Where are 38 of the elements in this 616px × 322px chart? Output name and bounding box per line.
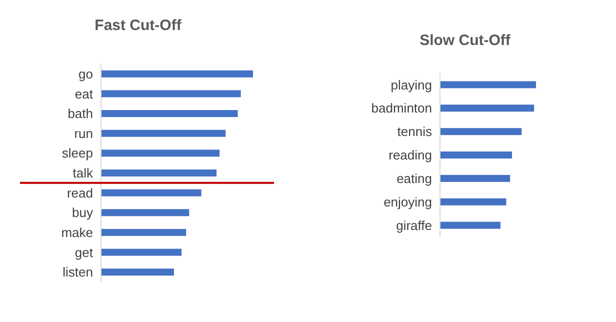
y-tick-label: sleep bbox=[62, 146, 93, 161]
y-tick-label: read bbox=[66, 185, 93, 200]
y-tick-label: eating bbox=[396, 170, 432, 186]
bar bbox=[101, 268, 174, 276]
bar bbox=[101, 228, 186, 236]
y-tick-label: go bbox=[78, 66, 93, 82]
bar bbox=[440, 222, 500, 229]
bar bbox=[101, 70, 253, 78]
y-tick-label: listen bbox=[62, 264, 93, 280]
bar bbox=[101, 90, 241, 98]
bar bbox=[440, 152, 512, 158]
bar bbox=[440, 198, 506, 206]
y-tick-label: buy bbox=[72, 205, 94, 220]
y-tick-label: playing bbox=[390, 77, 432, 92]
bar bbox=[440, 128, 522, 136]
bar bbox=[101, 189, 202, 196]
y-tick-label: tennis bbox=[397, 124, 432, 140]
bar bbox=[101, 150, 220, 157]
y-tick-label: talk bbox=[72, 166, 94, 181]
bar bbox=[101, 170, 217, 176]
y-tick-label: eat bbox=[74, 86, 94, 102]
bar bbox=[440, 104, 534, 112]
bar bbox=[101, 209, 190, 216]
y-tick-label: badminton bbox=[371, 100, 432, 116]
bar bbox=[440, 81, 536, 88]
y-tick-label: enjoying bbox=[384, 194, 432, 210]
y-tick-label: get bbox=[74, 244, 94, 260]
bar bbox=[101, 110, 238, 118]
bar bbox=[440, 174, 510, 182]
bar bbox=[101, 130, 226, 137]
y-tick-label: bath bbox=[68, 106, 93, 122]
chart-title: Slow Cut-Off bbox=[420, 32, 512, 49]
y-tick-label: giraffe bbox=[396, 218, 432, 233]
chart-title: Fast Cut-Off bbox=[94, 17, 182, 34]
bar bbox=[101, 248, 182, 256]
y-tick-label: make bbox=[61, 225, 93, 240]
y-tick-label: reading bbox=[388, 148, 432, 163]
y-tick-label: run bbox=[74, 126, 93, 141]
